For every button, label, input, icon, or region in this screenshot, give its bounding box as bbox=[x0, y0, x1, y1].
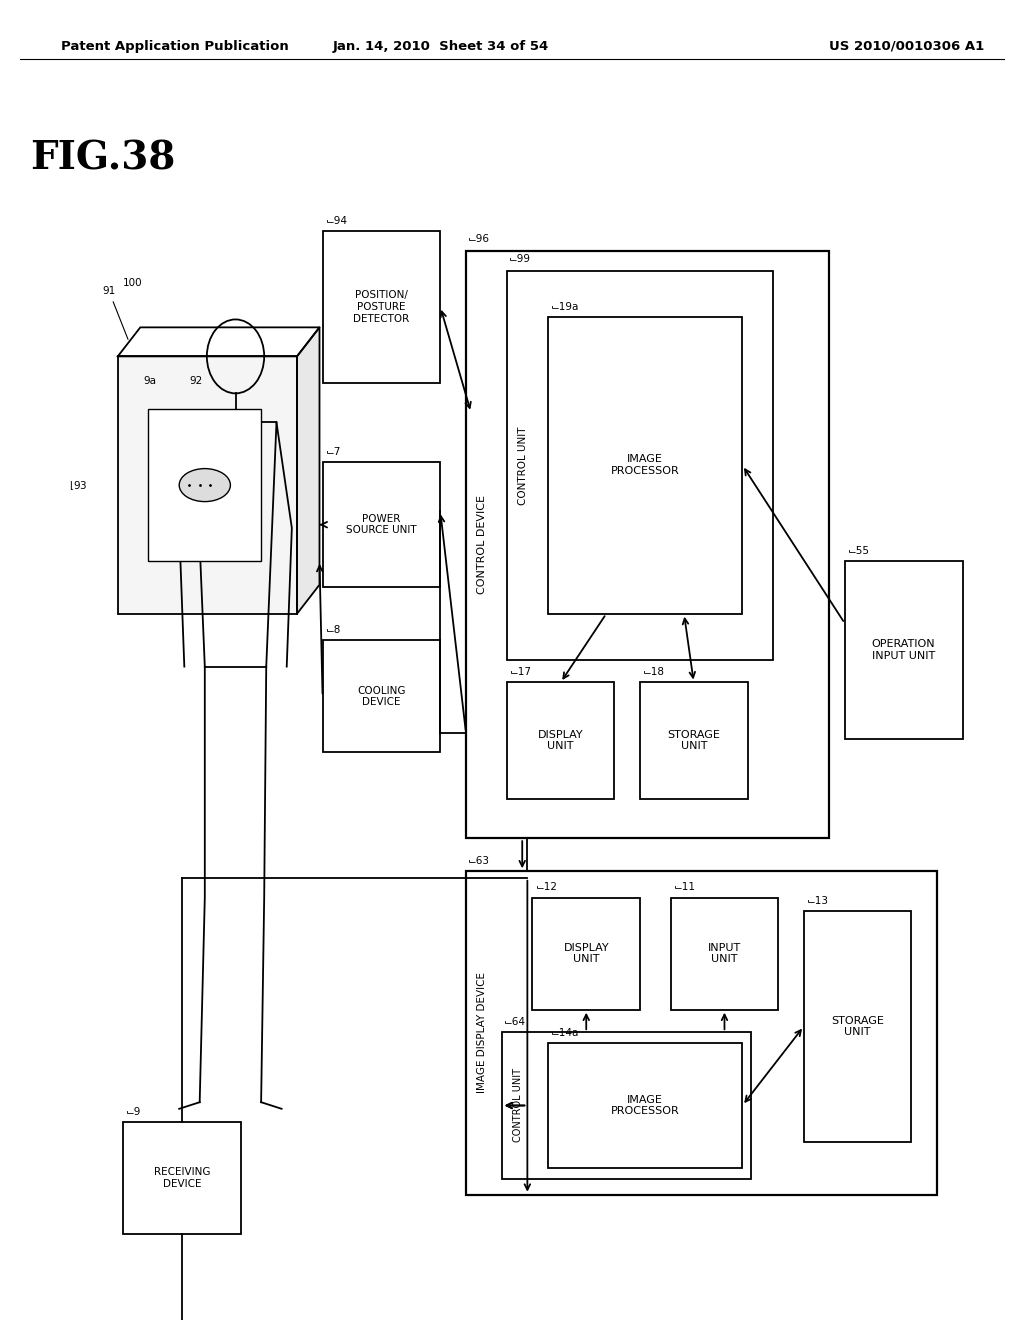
Text: ⌙17: ⌙17 bbox=[510, 667, 531, 677]
Ellipse shape bbox=[179, 469, 230, 502]
Text: US 2010/0010306 A1: US 2010/0010306 A1 bbox=[828, 40, 984, 53]
Text: STORAGE
UNIT: STORAGE UNIT bbox=[831, 1015, 884, 1038]
FancyBboxPatch shape bbox=[548, 1043, 742, 1168]
FancyBboxPatch shape bbox=[148, 409, 261, 561]
Text: COOLING
DEVICE: COOLING DEVICE bbox=[357, 685, 406, 708]
Text: STORAGE
UNIT: STORAGE UNIT bbox=[668, 730, 720, 751]
FancyBboxPatch shape bbox=[532, 898, 640, 1010]
Text: ⌙99: ⌙99 bbox=[509, 253, 530, 264]
Text: OPERATION
INPUT UNIT: OPERATION INPUT UNIT bbox=[871, 639, 936, 661]
FancyBboxPatch shape bbox=[640, 682, 748, 799]
Text: ⌙96: ⌙96 bbox=[468, 234, 489, 244]
FancyBboxPatch shape bbox=[323, 462, 440, 587]
Text: ⌙94: ⌙94 bbox=[326, 215, 347, 226]
Text: INPUT
UNIT: INPUT UNIT bbox=[708, 942, 741, 965]
Text: POWER
SOURCE UNIT: POWER SOURCE UNIT bbox=[346, 513, 417, 536]
FancyBboxPatch shape bbox=[323, 231, 440, 383]
Text: 9a: 9a bbox=[143, 376, 157, 387]
FancyBboxPatch shape bbox=[118, 356, 297, 614]
Text: IMAGE DISPLAY DEVICE: IMAGE DISPLAY DEVICE bbox=[477, 973, 487, 1093]
FancyBboxPatch shape bbox=[671, 898, 778, 1010]
Text: 91: 91 bbox=[102, 286, 128, 339]
FancyBboxPatch shape bbox=[123, 1122, 241, 1234]
Text: ⌙12: ⌙12 bbox=[536, 882, 557, 892]
FancyBboxPatch shape bbox=[466, 251, 829, 838]
Text: FIG.38: FIG.38 bbox=[30, 140, 175, 177]
Text: ⌙64: ⌙64 bbox=[504, 1016, 525, 1027]
Text: RECEIVING
DEVICE: RECEIVING DEVICE bbox=[154, 1167, 210, 1189]
Text: DISPLAY
UNIT: DISPLAY UNIT bbox=[538, 730, 584, 751]
FancyBboxPatch shape bbox=[548, 317, 742, 614]
FancyBboxPatch shape bbox=[804, 911, 911, 1142]
Text: ⌙11: ⌙11 bbox=[674, 882, 695, 892]
Text: ⌙18: ⌙18 bbox=[643, 667, 665, 677]
Text: CONTROL DEVICE: CONTROL DEVICE bbox=[477, 495, 487, 594]
FancyBboxPatch shape bbox=[507, 682, 614, 799]
FancyBboxPatch shape bbox=[323, 640, 440, 752]
Text: POSITION/
POSTURE
DETECTOR: POSITION/ POSTURE DETECTOR bbox=[353, 290, 410, 323]
Text: ⌙14a: ⌙14a bbox=[551, 1027, 580, 1038]
Text: CONTROL UNIT: CONTROL UNIT bbox=[513, 1068, 523, 1143]
Text: 92: 92 bbox=[189, 376, 203, 387]
FancyBboxPatch shape bbox=[507, 271, 773, 660]
Text: DISPLAY
UNIT: DISPLAY UNIT bbox=[563, 942, 609, 965]
Text: ⌙55: ⌙55 bbox=[848, 545, 869, 556]
Text: ⌙7: ⌙7 bbox=[326, 446, 341, 457]
Text: CONTROL UNIT: CONTROL UNIT bbox=[518, 426, 528, 504]
Text: ⌙9: ⌙9 bbox=[126, 1106, 141, 1117]
Text: 100: 100 bbox=[123, 277, 142, 288]
Text: Jan. 14, 2010  Sheet 34 of 54: Jan. 14, 2010 Sheet 34 of 54 bbox=[332, 40, 549, 53]
Text: $\lfloor$93: $\lfloor$93 bbox=[69, 479, 87, 491]
FancyBboxPatch shape bbox=[502, 1032, 751, 1179]
Polygon shape bbox=[297, 327, 319, 614]
Text: IMAGE
PROCESSOR: IMAGE PROCESSOR bbox=[610, 1094, 680, 1117]
Text: Patent Application Publication: Patent Application Publication bbox=[61, 40, 289, 53]
FancyBboxPatch shape bbox=[845, 561, 963, 739]
FancyBboxPatch shape bbox=[466, 871, 937, 1195]
Text: IMAGE
PROCESSOR: IMAGE PROCESSOR bbox=[610, 454, 680, 477]
Text: ⌙8: ⌙8 bbox=[326, 624, 341, 635]
Text: ⌙13: ⌙13 bbox=[807, 895, 828, 906]
Text: ⌙63: ⌙63 bbox=[468, 855, 489, 866]
Text: ⌙19a: ⌙19a bbox=[551, 301, 580, 312]
